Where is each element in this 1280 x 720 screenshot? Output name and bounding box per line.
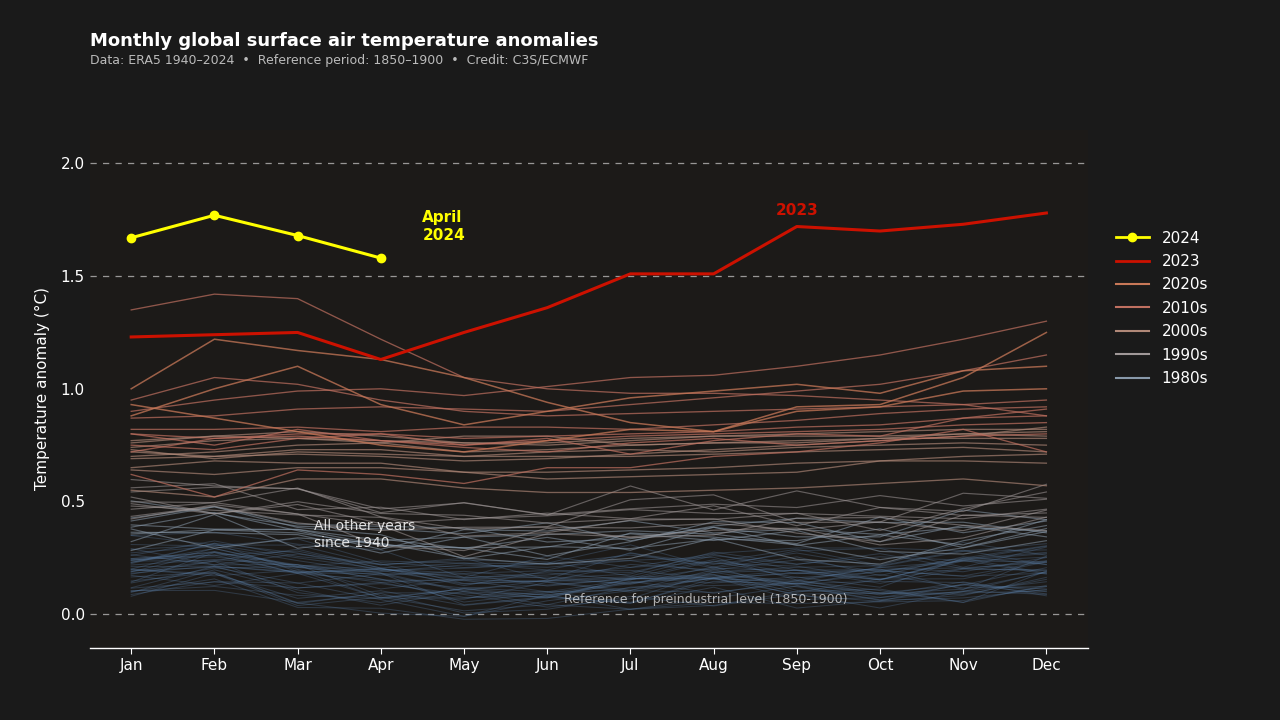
Text: Monthly global surface air temperature anomalies: Monthly global surface air temperature a… [90,32,598,50]
Text: 2023: 2023 [776,203,819,218]
Legend: 2024, 2023, 2020s, 2010s, 2000s, 1990s, 1980s: 2024, 2023, 2020s, 2010s, 2000s, 1990s, … [1116,230,1208,386]
Text: Data: ERA5 1940–2024  •  Reference period: 1850–1900  •  Credit: C3S/ECMWF: Data: ERA5 1940–2024 • Reference period:… [90,54,588,67]
Text: Reference for preindustrial level (1850-1900): Reference for preindustrial level (1850-… [563,593,847,606]
Text: All other years
since 1940: All other years since 1940 [315,519,416,549]
Y-axis label: Temperature anomaly (°C): Temperature anomaly (°C) [35,287,50,490]
Text: April
2024: April 2024 [422,210,465,243]
